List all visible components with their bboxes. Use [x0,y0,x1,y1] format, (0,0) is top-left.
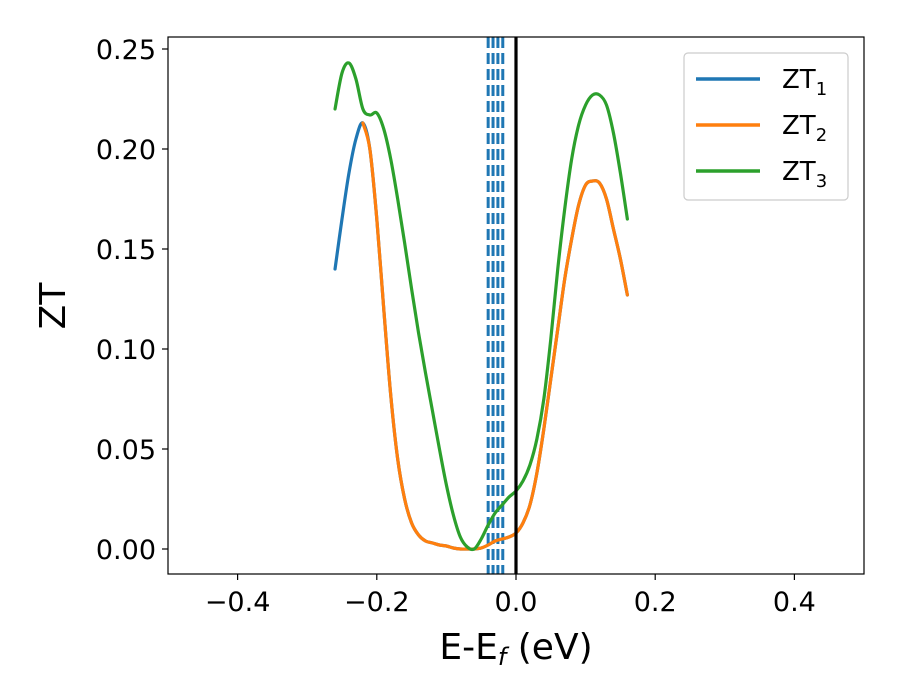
legend: ZT1 ZT2 ZT3 [683,52,849,201]
y-tick-label: 0.20 [96,135,156,166]
x-tick-label: −0.2 [344,587,410,618]
x-tick-label: 0.0 [495,587,538,618]
x-axis-ticks: −0.4 −0.2 0.0 0.2 0.4 [205,574,816,618]
y-tick-label: 0.15 [96,235,156,266]
x-axis-title: E-Ef (eV) [439,627,592,671]
series-line-zt3 [333,61,629,552]
series-line-zt2 [361,121,629,551]
legend-box [683,52,849,201]
plot-contents [333,37,629,574]
x-tick-label: 0.2 [634,587,677,618]
y-tick-label: 0.05 [96,435,156,466]
x-tick-label: −0.4 [205,587,271,618]
legend-label-zt2: ZT2 [782,111,827,146]
y-tick-label: 0.00 [96,535,156,566]
y-tick-label: 0.25 [96,35,156,66]
plot-area [167,36,865,575]
legend-label-zt3: ZT3 [782,157,827,192]
legend-label-zt1: ZT1 [782,65,827,100]
y-axis-ticks: 0.00 0.05 0.10 0.15 0.20 0.25 [96,35,168,566]
y-tick-label: 0.10 [96,335,156,366]
x-tick-label: 0.4 [773,587,816,618]
y-axis-title: ZT [33,282,74,330]
